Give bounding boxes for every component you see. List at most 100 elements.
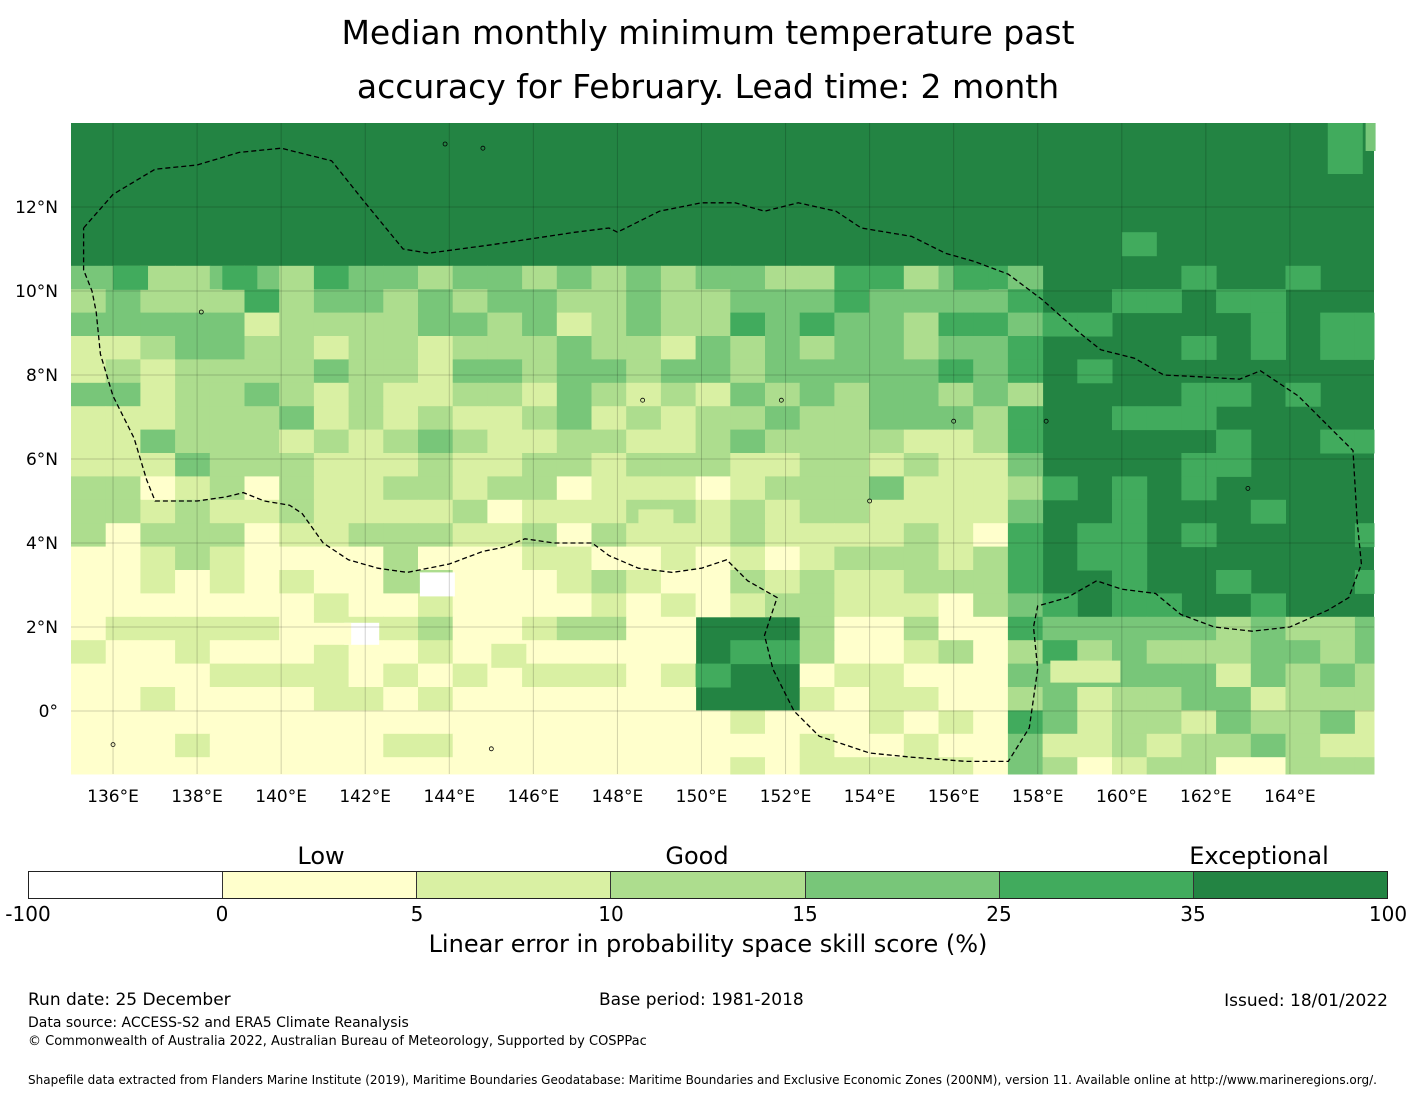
grid-cell — [591, 570, 627, 594]
grid-cell — [522, 593, 558, 618]
grid-cell — [1007, 265, 1044, 290]
grid-cell — [452, 523, 488, 548]
grid-cell — [556, 640, 592, 665]
grid-cell — [452, 289, 488, 314]
grid-cell — [1216, 640, 1252, 665]
grid-cell — [834, 429, 870, 454]
grid-cell — [765, 265, 801, 290]
grid-cell — [71, 523, 107, 548]
grid-cell — [1007, 640, 1044, 665]
grid-cell — [1320, 616, 1356, 641]
grid-cell — [279, 429, 315, 454]
grid-cell — [279, 757, 315, 775]
grid-cell — [1007, 429, 1044, 454]
island-outline — [1245, 485, 1251, 491]
grid-cell — [418, 265, 454, 290]
grid-cell — [869, 382, 905, 407]
grid-cell — [626, 382, 662, 407]
island-outline — [488, 746, 494, 752]
grid-cell — [834, 593, 870, 618]
grid-cell — [209, 757, 245, 775]
grid-cell — [383, 429, 419, 454]
data-source: Data source: ACCESS-S2 and ERA5 Climate … — [28, 1015, 409, 1031]
grid-cell — [834, 570, 870, 594]
lon-label: 164°E — [1264, 787, 1316, 807]
grid-cell — [1007, 499, 1044, 524]
grid-cell — [730, 382, 766, 407]
grid-cell — [1146, 616, 1182, 641]
grid-cell — [903, 359, 939, 384]
grid-cell — [556, 336, 592, 360]
grid-cell — [626, 312, 662, 337]
grid-cell — [348, 406, 384, 431]
grid-cell — [626, 733, 662, 758]
grid-cell — [730, 710, 766, 735]
grid-cell — [1285, 265, 1321, 290]
grid-cell — [1007, 757, 1044, 775]
colorbar-segment-4 — [610, 872, 805, 898]
grid-cell — [1146, 593, 1182, 618]
grid-cell — [209, 289, 245, 314]
grid-cell — [487, 406, 523, 431]
grid-cell — [1250, 336, 1286, 360]
grid-cell — [209, 336, 245, 360]
grid-cell — [452, 546, 488, 571]
grid-cell — [105, 453, 141, 477]
grid-cell — [973, 616, 1009, 641]
grid-cell — [660, 710, 697, 735]
grid-cell — [71, 663, 107, 688]
grid-cell — [1320, 663, 1356, 688]
grid-cell — [348, 593, 384, 618]
grid-cell — [244, 663, 280, 688]
skill-score-map: 136°E 138°E 140°E 142°E 144°E 146°E 148°E 150°E… — [15, 123, 1376, 807]
grid-cell — [1112, 733, 1148, 758]
grid-cell — [1077, 523, 1113, 548]
grid-cell — [418, 289, 454, 314]
grid-cell — [556, 312, 592, 337]
island-outline — [640, 397, 646, 403]
grid-cell — [973, 359, 1009, 384]
grid-cell — [869, 312, 905, 337]
grid-cell — [1077, 733, 1113, 758]
colorbar-tick: 35 — [1180, 902, 1206, 926]
grid-cell — [973, 382, 1009, 407]
grid-cell — [244, 757, 280, 775]
grid-cell — [71, 640, 107, 665]
grid-cell — [105, 406, 141, 431]
grid-cell — [418, 687, 454, 711]
grid-cell — [140, 406, 176, 431]
grid-cell — [522, 499, 558, 524]
grid-cell — [1042, 733, 1078, 758]
grid-cell — [452, 429, 488, 454]
grid-cell — [730, 336, 766, 360]
grid-cell — [209, 570, 245, 594]
lon-label: 142°E — [339, 787, 391, 807]
grid-cell — [1007, 710, 1044, 735]
grid-cell — [556, 289, 592, 314]
grid-cell — [1077, 312, 1113, 337]
grid-cell — [695, 406, 731, 431]
grid-cell — [313, 359, 350, 384]
grid-cell — [452, 640, 488, 665]
grid-cell — [348, 476, 384, 501]
grid-cell — [209, 663, 245, 688]
grid-cell — [556, 687, 592, 711]
grid-cell — [1007, 312, 1044, 337]
grid-cell — [695, 289, 731, 314]
grid-cell — [175, 546, 211, 571]
grid-cell — [1112, 570, 1148, 594]
shapefile-credit: Shapefile data extracted from Flanders M… — [28, 1073, 1377, 1087]
grid-cell — [1077, 546, 1113, 571]
grid-cell — [1077, 640, 1113, 665]
grid-cell — [799, 265, 835, 290]
grid-cell — [175, 523, 211, 548]
grid-cell — [1007, 733, 1044, 758]
grid-cell — [973, 640, 1009, 665]
grid-cell — [1354, 429, 1375, 454]
grid-cell — [626, 570, 662, 594]
grid-cell — [522, 757, 558, 775]
grid-cell — [487, 265, 523, 290]
grid-cell — [418, 499, 454, 524]
title-line-1: Median monthly minimum temperature past — [341, 13, 1075, 52]
grid-cell — [695, 453, 731, 477]
